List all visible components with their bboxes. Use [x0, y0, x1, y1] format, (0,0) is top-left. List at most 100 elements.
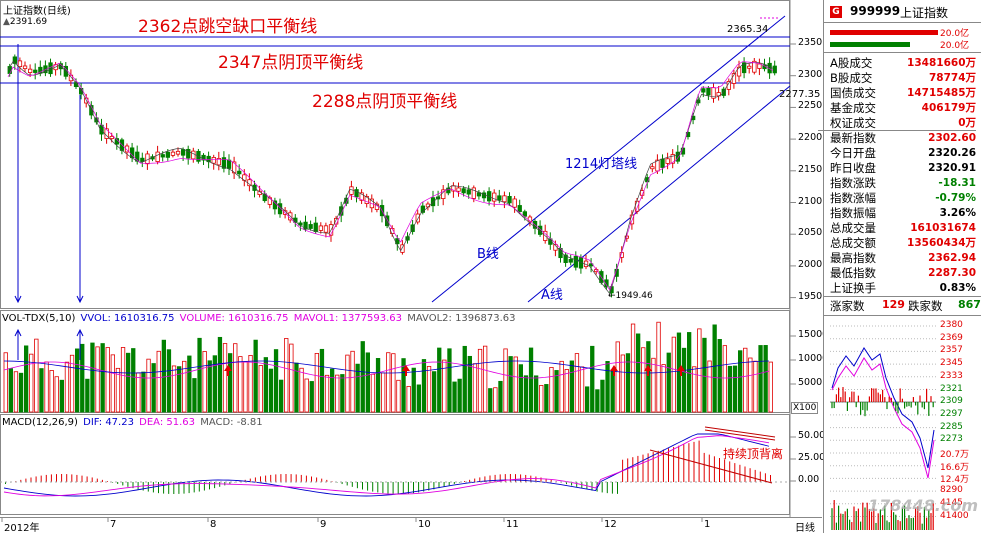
high-arrow-icon: ▲ [3, 17, 10, 27]
quote-row-label: A股成交 [830, 56, 873, 70]
top-line-1-annotation: 2347点阴顶平衡线 [218, 53, 364, 73]
volume-bar [574, 353, 580, 413]
quote-row: A股成交 13481660万 [830, 56, 976, 71]
quote-code: 999999 [850, 4, 901, 18]
candle-body [650, 166, 655, 170]
candle-body [216, 158, 222, 166]
x-tick-label: 1 [704, 519, 711, 530]
volume-bar [630, 323, 636, 413]
divergence-note: 持续顶背离 [723, 447, 784, 461]
volume-bar [437, 347, 442, 413]
intraday-tick-label: 41400 [940, 510, 969, 521]
intraday-avg-line [831, 357, 935, 479]
volume-bar [656, 321, 661, 413]
quote-row: 基金成交 406179万 [830, 101, 976, 116]
divider [824, 296, 981, 297]
candle-body [548, 238, 553, 245]
candle-body [466, 189, 471, 195]
candle-body [313, 222, 318, 233]
volume-bar [763, 345, 768, 413]
volume-bar [80, 343, 85, 413]
volume-bar [625, 353, 631, 413]
macd-tick-label: 25.00 [798, 452, 826, 463]
quote-row: B股成交 78774万 [830, 71, 976, 86]
quote-row-value: 13560434万 [907, 237, 976, 249]
high-marker-value: 2391.69 [9, 17, 48, 27]
candle-body [22, 65, 28, 70]
volume-bar [457, 378, 462, 413]
volume-bar [467, 355, 473, 413]
volume-bar [554, 370, 559, 413]
candle-body [231, 161, 237, 174]
volume-up-marker [644, 365, 652, 371]
volume-bar [350, 350, 355, 413]
volume-bar [539, 385, 544, 413]
volume-bar [727, 365, 733, 413]
volume-bar [268, 368, 274, 413]
volume-bar [182, 360, 187, 413]
candle-body [522, 211, 527, 217]
y-tick-label: 2150 [798, 163, 823, 175]
volume-bar [100, 343, 105, 413]
volume-ma [3, 361, 770, 379]
intraday-tick-label: 2333 [940, 370, 963, 381]
volume-bar [488, 388, 493, 413]
volume-bar [39, 368, 44, 413]
intraday-chart[interactable] [824, 318, 981, 533]
volume-bar [651, 357, 656, 413]
volume-bar [743, 347, 748, 413]
volume-bar [503, 348, 508, 413]
quote-row-value: 2362.94 [928, 252, 976, 264]
volume-bar [544, 384, 549, 413]
volume-bar [472, 363, 478, 413]
volume-bar [258, 365, 263, 413]
volume-bar [513, 356, 518, 413]
candle-body [492, 192, 497, 202]
intraday-tick-label: 4145 [940, 497, 963, 508]
top-line-2-annotation: 2288点阴顶平衡线 [312, 92, 458, 112]
candle-body [512, 198, 517, 208]
quote-row-value: 78774万 [928, 72, 976, 84]
volume-up-marker [610, 365, 618, 371]
volume-bar [13, 371, 19, 413]
x-tick-label: 10 [418, 519, 431, 530]
volume-bar [528, 347, 534, 413]
candle-body [318, 225, 324, 231]
volume-ma [3, 360, 770, 374]
quote-row-label: 权证成交 [830, 116, 876, 130]
candle-body [226, 159, 232, 169]
volume-bar [8, 368, 14, 413]
volume-bar [136, 372, 141, 413]
volume-up-marker [677, 365, 685, 371]
quote-row-label: 指数涨跌 [830, 176, 876, 190]
intraday-tick-label: 2345 [940, 358, 963, 369]
quote-row-label: 基金成交 [830, 101, 876, 115]
volume-bar [319, 348, 325, 413]
volume-bar [585, 386, 590, 413]
candle-body [262, 193, 267, 202]
volume-bar [462, 345, 467, 413]
volume-bar [233, 343, 238, 413]
quote-row-value: 2287.30 [928, 267, 976, 279]
y-tick-label: 2300 [798, 68, 823, 80]
kline-chart-svg[interactable] [0, 0, 822, 533]
candle-body [211, 157, 216, 164]
intraday-tick-label: 12.4万 [940, 475, 970, 486]
y-tick-label: 2100 [798, 195, 823, 207]
quote-row: 总成交量 161031674 [830, 221, 976, 236]
volume-bar [692, 366, 697, 413]
quote-row-label: 指数涨幅 [830, 191, 876, 205]
volume-bar [681, 347, 687, 413]
period-label[interactable]: 日线 [795, 523, 815, 534]
volume-bar [564, 369, 569, 413]
volume-bar [482, 345, 488, 413]
kline-chart-area[interactable]: 上证指数(日线) ▲2391.69 2362点跳空缺口平衡线 2347点阴顶平衡… [0, 0, 828, 534]
volume-bar [3, 352, 8, 413]
volume-bar [44, 361, 49, 413]
intraday-tick-label: 2369 [940, 332, 963, 343]
volume-bar [23, 345, 29, 413]
volume-label: VOL-TDX(5,10) [2, 313, 76, 324]
low-price-value: 1949.46 [615, 291, 653, 301]
candle-body [277, 203, 283, 215]
x-tick-label: 7 [110, 519, 117, 530]
